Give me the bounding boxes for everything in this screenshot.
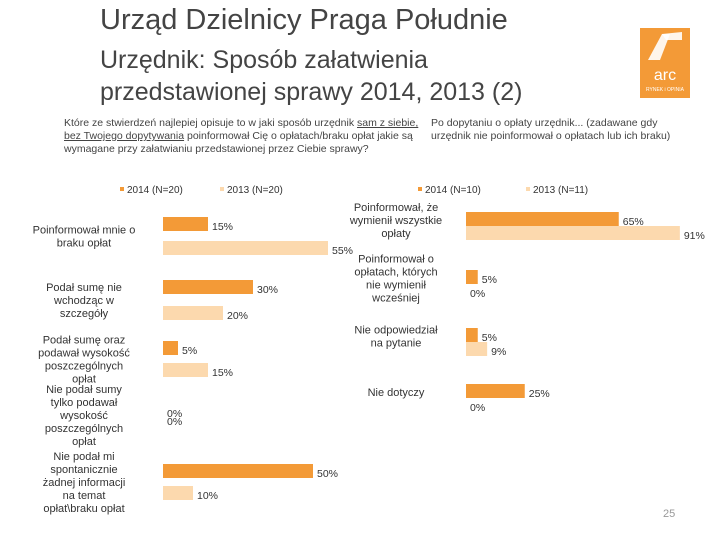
question-left: Które ze stwierdzeń najlepiej opisuje to… <box>64 117 424 156</box>
data-label-2013: 91% <box>684 230 705 242</box>
legend-label-2014: 2014 (N=20) <box>127 185 183 196</box>
data-label-2014: 5% <box>482 274 497 286</box>
data-label-2013: 20% <box>227 310 248 322</box>
question-left-pre: Które ze stwierdzeń najlepiej opisuje to… <box>64 117 357 129</box>
bar-2014 <box>163 217 208 231</box>
data-label-2013: 55% <box>332 245 353 257</box>
question-left-underlined: sam z siebie, bez Twojego dopytywania <box>64 117 419 142</box>
data-label-2014: 5% <box>482 332 497 344</box>
bar-2013 <box>163 306 223 320</box>
data-label-2013: 15% <box>212 367 233 379</box>
data-label-2013: 10% <box>197 490 218 502</box>
data-label-2014: 65% <box>623 216 644 228</box>
bar-2013 <box>163 363 208 377</box>
data-label-2014: 15% <box>212 221 233 233</box>
bar-2013 <box>466 226 680 240</box>
data-label-2014: 50% <box>317 468 338 480</box>
bar-2014 <box>466 328 478 342</box>
bar-2014 <box>466 212 619 226</box>
legend-swatch-2014 <box>120 187 124 191</box>
bar-2013 <box>163 486 193 500</box>
legend-swatch-2013 <box>526 187 530 191</box>
legend-label-2013: 2013 (N=11) <box>533 185 588 196</box>
bar-2013 <box>466 342 488 356</box>
category-label: Poinformował mnie o braku opłat <box>33 225 136 250</box>
data-label-2013: 9% <box>491 346 506 358</box>
category-label: Podał sumę oraz podawał wysokość poszczegó… <box>38 335 130 386</box>
logo-tagline: RYNEK i OPINIA <box>646 87 685 93</box>
page-title: Urząd Dzielnicy Praga Południe <box>100 4 508 36</box>
legend-swatch-2013 <box>220 187 224 191</box>
logo-brand: arc <box>654 67 676 84</box>
page-number: 25 <box>663 508 676 520</box>
data-label-2013: 0% <box>167 416 182 428</box>
data-label-2014: 0% <box>167 408 182 420</box>
data-label-2013: 0% <box>470 402 485 414</box>
legend-label-2014: 2014 (N=10) <box>425 185 481 196</box>
page-subtitle: Urzędnik: Sposób załatwienia przedstawio… <box>100 46 523 106</box>
category-label: Nie podał sumy tylko podawał wysokość poszc… <box>45 384 123 448</box>
category-label: Podał sumę nie wchodząc w szczegóły <box>46 282 122 320</box>
category-label: Poinformował o opłatach, których nie wymie… <box>354 254 437 305</box>
category-label: Nie podał mi spontanicznie żadnej informac… <box>43 451 126 515</box>
data-label-2014: 30% <box>257 284 278 296</box>
bar-2014 <box>466 270 478 284</box>
bar-2014 <box>466 384 525 398</box>
category-label: Nie odpowiedział na pytanie <box>354 325 438 350</box>
legend-label-2013: 2013 (N=20) <box>227 185 283 196</box>
bar-2014 <box>163 280 253 294</box>
bar-2014 <box>163 341 178 355</box>
arc-logo: arc RYNEK i OPINIA <box>640 28 690 98</box>
category-label: Poinformował, że wymienił wszystkie opłaty <box>349 202 442 240</box>
data-label-2013: 0% <box>470 288 485 300</box>
bar-2013 <box>163 241 328 255</box>
question-right: Po dopytaniu o opłaty urzędnik... (zadaw… <box>431 117 671 142</box>
bar-2014 <box>163 464 313 478</box>
legend-swatch-2014 <box>418 187 422 191</box>
category-label: Nie dotyczy <box>368 387 425 399</box>
data-label-2014: 25% <box>529 388 550 400</box>
data-label-2014: 5% <box>182 345 197 357</box>
question-left-post: poinformował Cię o opłatach/braku opłat … <box>64 130 413 155</box>
